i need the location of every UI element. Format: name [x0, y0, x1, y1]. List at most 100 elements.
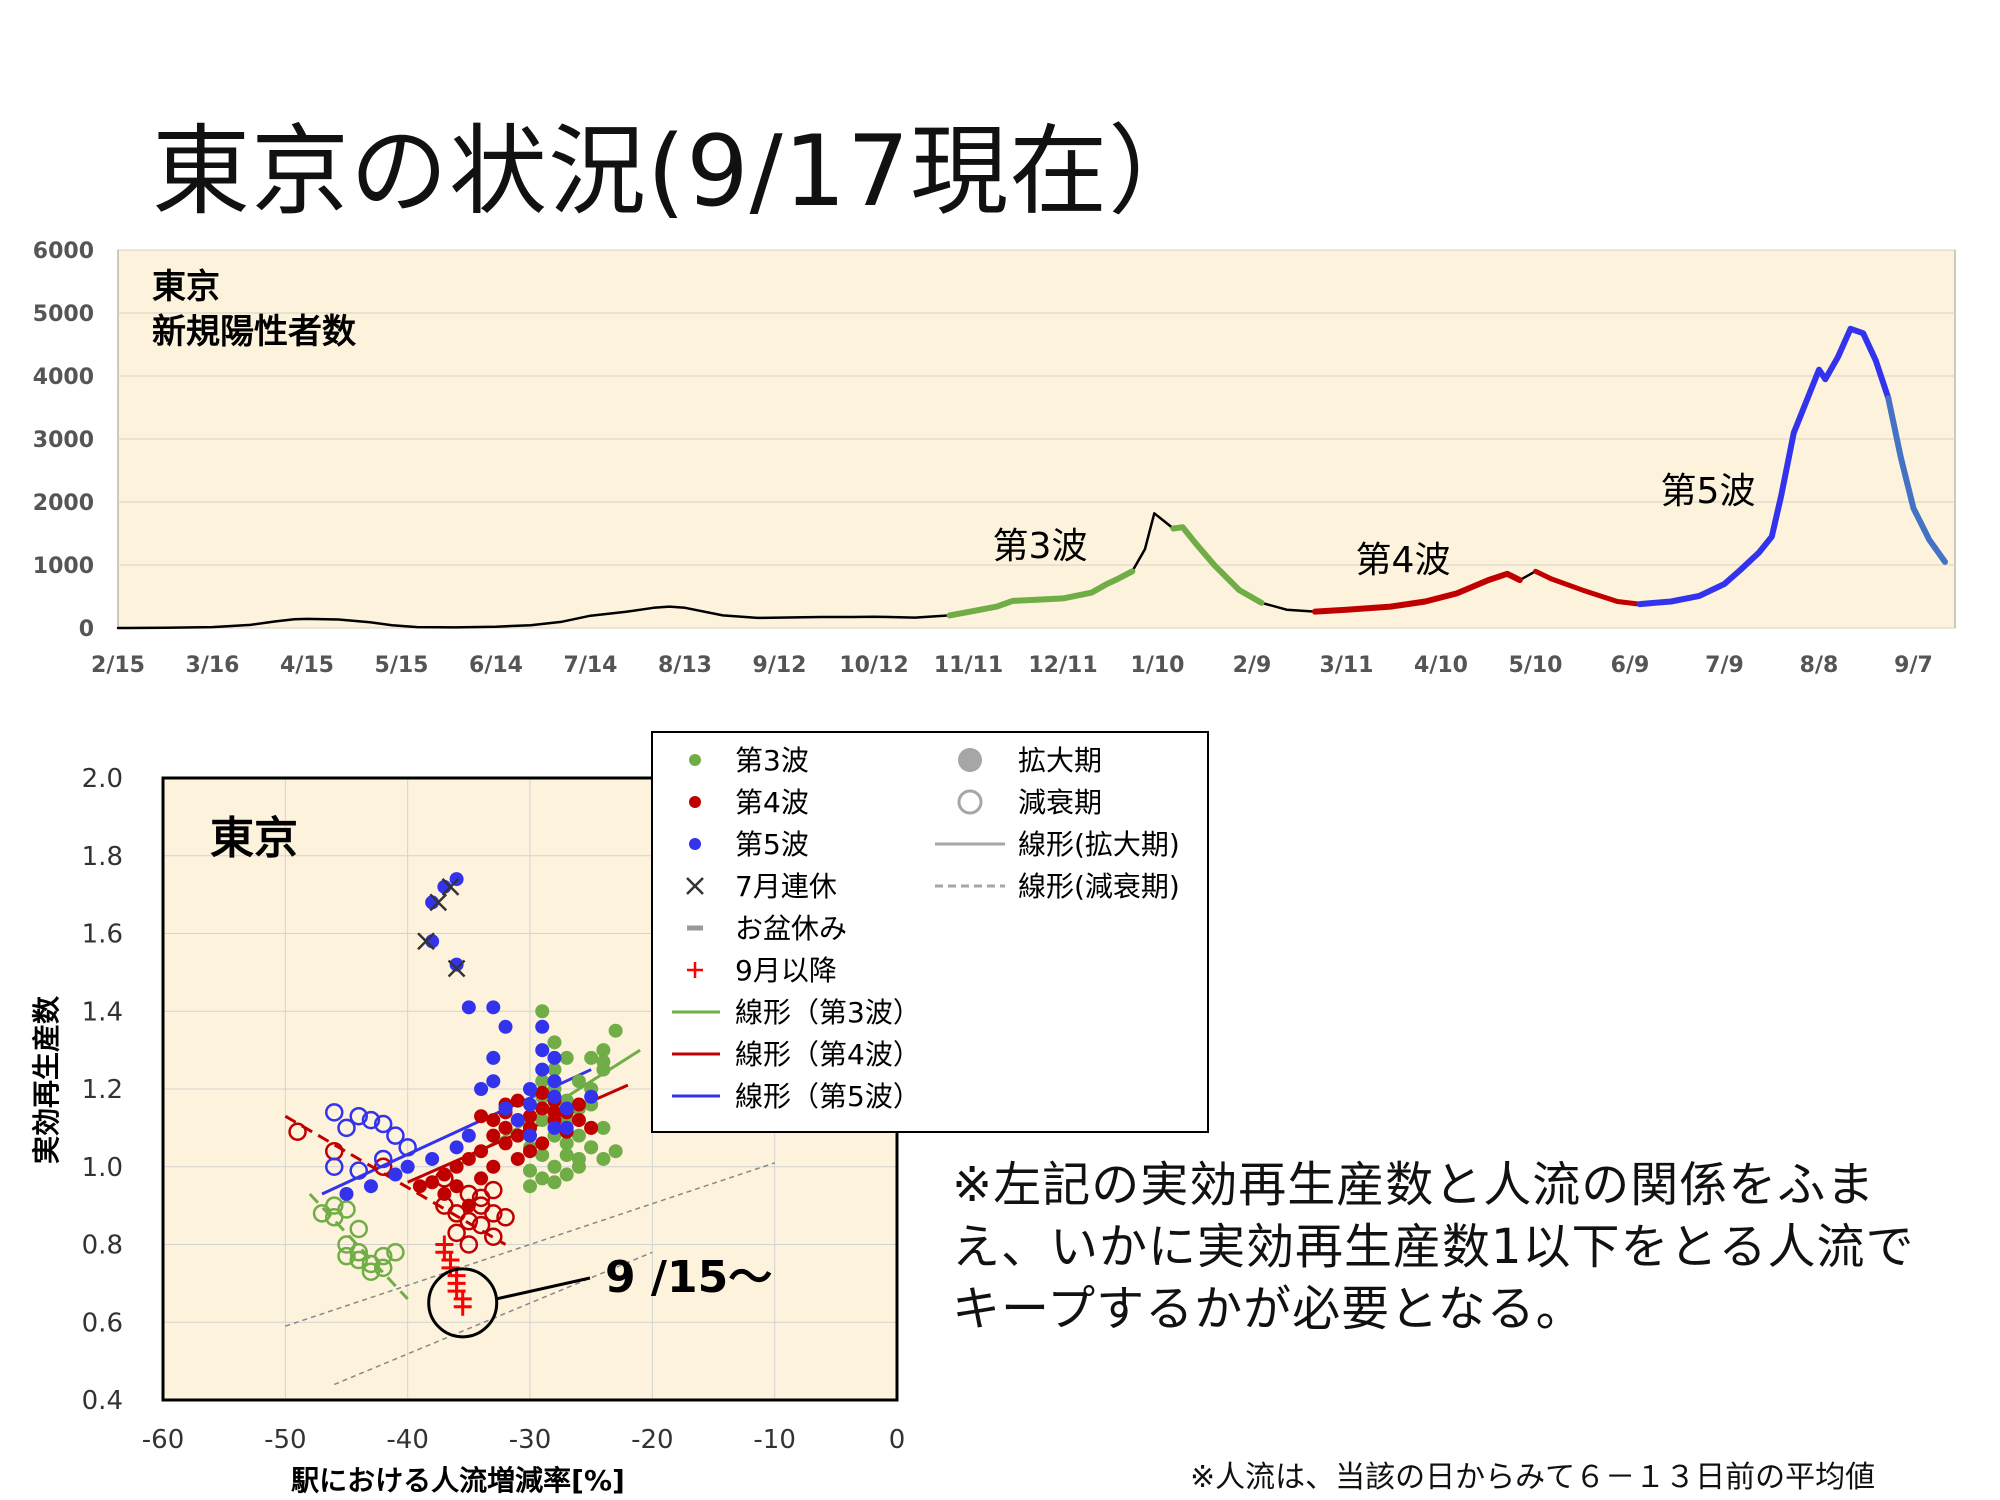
data-point [486, 1113, 501, 1128]
legend-label: 拡大期 [1018, 744, 1102, 777]
y-tick-label: 2.0 [82, 764, 123, 794]
data-point-x [447, 959, 466, 978]
y-tick-label: 5000 [33, 302, 94, 327]
data-point [535, 1019, 550, 1034]
data-point-hollow [349, 1161, 368, 1180]
annotation-text: 9 /15〜 [605, 1252, 772, 1303]
data-point [547, 1159, 562, 1174]
data-point [547, 1035, 562, 1050]
trendline [285, 1162, 775, 1327]
legend-label: 線形（第4波） [735, 1038, 921, 1071]
data-point [535, 1101, 550, 1116]
legend-label: 線形(減衰期) [1018, 870, 1180, 903]
data-point [400, 1159, 415, 1174]
data-point [486, 1128, 501, 1143]
x-tick-label: 10/12 [839, 653, 908, 678]
y-tick-label: 1000 [33, 554, 94, 579]
data-point [523, 1128, 537, 1143]
data-point [339, 1186, 354, 1201]
x-tick-label: 9/7 [1894, 653, 1933, 678]
data-point [596, 1054, 611, 1069]
data-point [474, 1109, 489, 1124]
legend-symbol [957, 789, 983, 815]
y-tick-label: 1.0 [82, 1153, 123, 1183]
chart-subtitle: 新規陽性者数 [152, 312, 356, 352]
x-tick-label: 6/9 [1611, 653, 1650, 678]
data-point-x [417, 932, 435, 951]
data-point [535, 1085, 550, 1100]
x-tick-label: 8/13 [658, 653, 712, 678]
data-point-hollow [373, 1114, 393, 1134]
y-tick-label: 2000 [33, 491, 94, 516]
y-tick-label: 0.8 [82, 1231, 123, 1261]
data-point-plus [453, 1297, 472, 1316]
data-point [571, 1097, 586, 1112]
series-line-wave4-decline [1533, 568, 1642, 607]
data-point-hollow [471, 1215, 491, 1235]
legend-label: 7月連休 [735, 870, 837, 903]
footnote-text: ※人流は、当該の日からみて６－１３日前の平均値 [1190, 1460, 1876, 1495]
data-point [571, 1074, 586, 1089]
data-point-hollow [459, 1235, 479, 1254]
data-point-hollow [373, 1149, 393, 1169]
wave-annotation: 第3波 [993, 526, 1088, 567]
trendline [308, 1192, 409, 1300]
x-tick-label: 3/11 [1320, 653, 1374, 678]
data-point [559, 1167, 574, 1182]
x-tick-label: -10 [753, 1425, 795, 1455]
legend-box [651, 731, 1209, 1133]
data-point [608, 1023, 623, 1038]
data-point [596, 1151, 611, 1166]
data-point-hollow [361, 1110, 381, 1130]
data-point [535, 1062, 550, 1077]
x-tick-label: -30 [509, 1425, 551, 1455]
data-point [498, 1120, 513, 1135]
legend-label: お盆休み [735, 912, 847, 945]
data-point [523, 1144, 537, 1159]
data-point-hollow [496, 1208, 515, 1227]
data-point [461, 1128, 476, 1143]
data-point-hollow [349, 1243, 368, 1262]
data-point [510, 1093, 525, 1108]
data-point [584, 1050, 599, 1065]
data-point [388, 1167, 403, 1182]
data-point [486, 1000, 501, 1015]
data-point [547, 1062, 562, 1077]
legend-label: 第5波 [735, 828, 809, 861]
data-point [474, 1144, 489, 1159]
data-point [535, 1074, 550, 1089]
y-tick-label: 1.2 [82, 1075, 123, 1105]
data-point-hollow [484, 1227, 503, 1246]
legend-label: 第3波 [735, 744, 809, 777]
data-point [425, 1151, 440, 1166]
y-tick-label: 3000 [33, 428, 94, 453]
y-tick-label: 1.4 [82, 997, 123, 1027]
annotation-leader [496, 1276, 591, 1301]
legend-label: 第4波 [735, 786, 809, 819]
data-point [523, 1082, 537, 1096]
data-point [584, 1140, 599, 1155]
x-tick-label: -40 [386, 1425, 428, 1455]
data-point [474, 1082, 489, 1096]
data-point-hollow [349, 1219, 368, 1239]
y-tick-label: 1.6 [82, 920, 123, 950]
data-point [584, 1089, 599, 1104]
y-tick-label: 0.6 [82, 1308, 123, 1338]
data-point [449, 1140, 464, 1155]
data-point [498, 1136, 513, 1151]
new-cases-line-chart: 0 1000 2000 3000 4000 5000 6000 2/15 3/16 4/15 5/1… [33, 239, 1956, 678]
data-point [523, 1109, 537, 1124]
legend-symbol [686, 877, 704, 895]
data-point [461, 1151, 476, 1166]
legend-symbol [689, 838, 701, 850]
chart-title: 東京 [152, 267, 220, 307]
data-point [486, 1074, 501, 1089]
y-tick-label: 0 [79, 617, 94, 642]
page-title: 東京の状況(9/17現在） [152, 115, 1208, 229]
data-point-hollow [361, 1262, 381, 1281]
data-point [559, 1101, 574, 1116]
y-tick-label: 1.8 [82, 842, 123, 872]
data-point [523, 1163, 537, 1178]
data-point-hollow [373, 1157, 393, 1176]
